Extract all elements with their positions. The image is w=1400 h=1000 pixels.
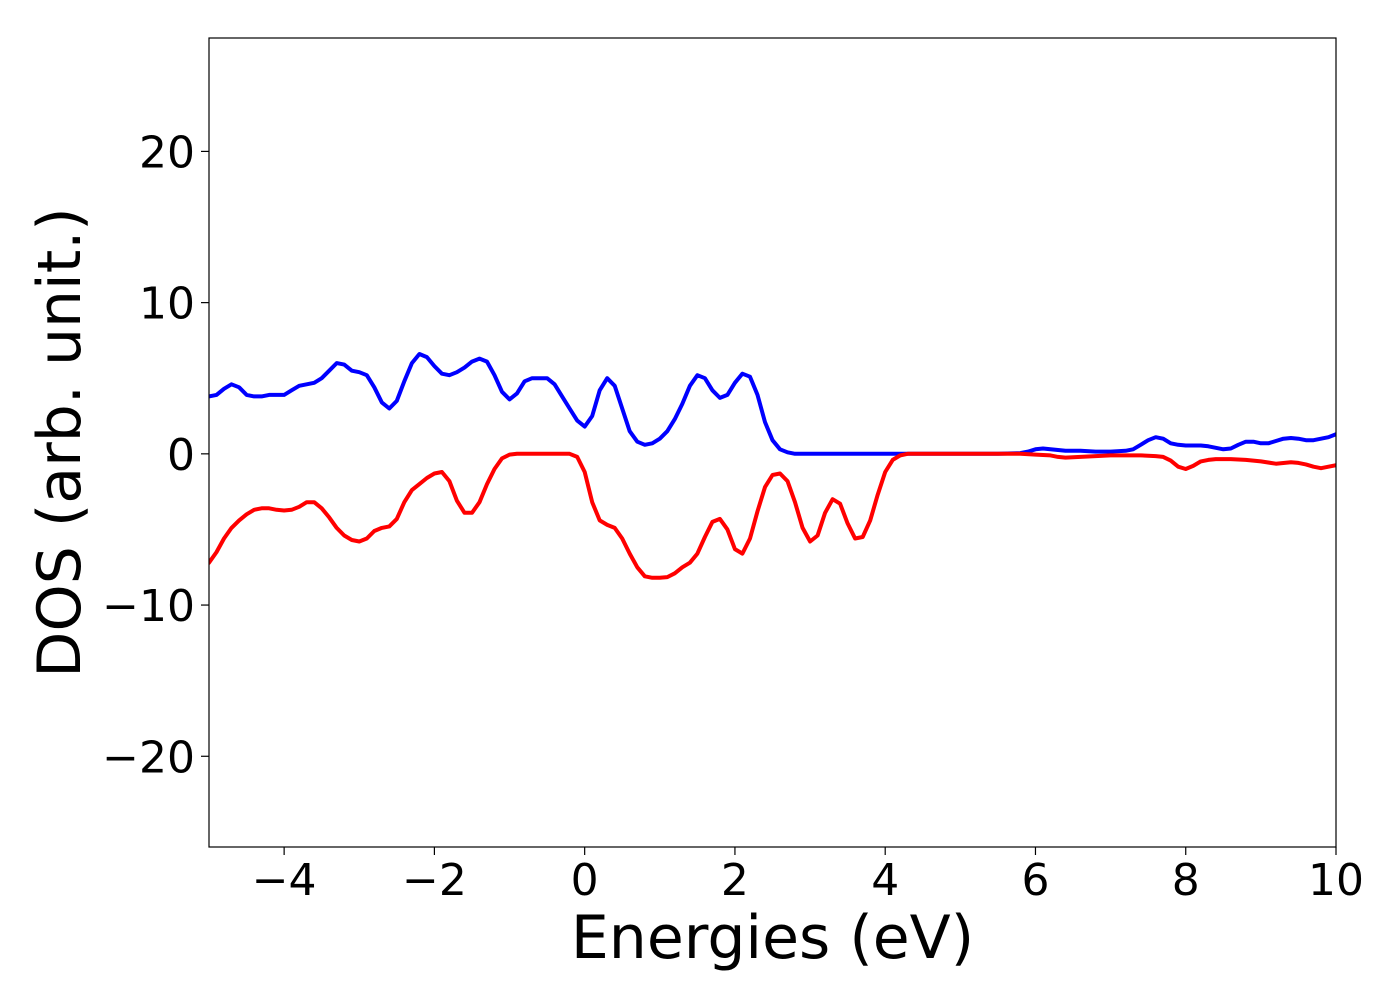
x-tick-label: 4 — [871, 855, 899, 906]
x-tick-label: −4 — [252, 855, 317, 906]
series-lines — [209, 352, 1336, 580]
y-tick-label: −20 — [102, 732, 195, 783]
x-tick-label: 10 — [1308, 855, 1364, 906]
x-axis-label: Energies (eV) — [571, 903, 974, 973]
x-tick-label: 8 — [1172, 855, 1200, 906]
x-tick-label: 0 — [571, 855, 599, 906]
plot-frame — [208, 37, 1337, 848]
series-line-2 — [209, 451, 1336, 580]
x-tick-label: 6 — [1021, 855, 1049, 906]
y-tick-label: 0 — [167, 430, 195, 481]
series-line-1 — [209, 352, 1336, 456]
x-tick-label: −2 — [402, 855, 467, 906]
y-tick-label: −10 — [102, 581, 195, 632]
y-tick-label: 20 — [139, 127, 195, 178]
x-tick-label: 2 — [721, 855, 749, 906]
y-axis-label: DOS (arb. unit.) — [25, 207, 95, 677]
y-tick-label: 10 — [139, 279, 195, 330]
